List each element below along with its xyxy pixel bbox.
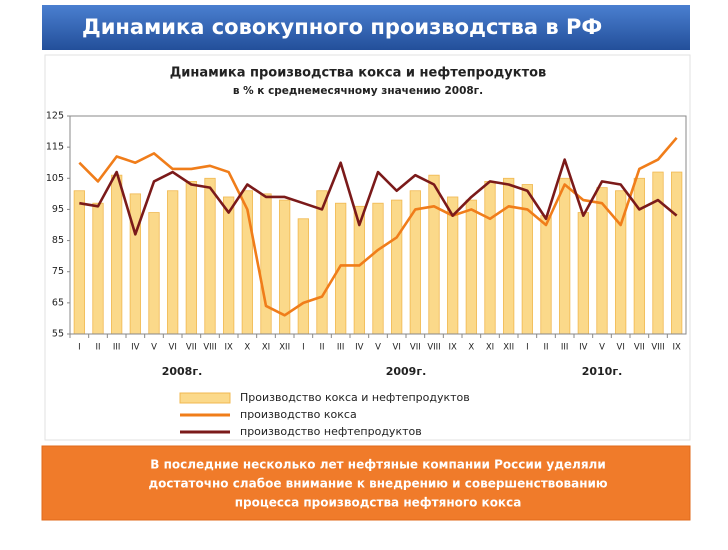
chart-subtitle: в % к среднемесячному значению 2008г. — [233, 85, 483, 97]
x-tick-label: IV — [355, 343, 364, 353]
x-tick-label: XI — [486, 343, 494, 353]
legend-label: Производство кокса и нефтепродуктов — [240, 391, 470, 404]
x-tick-label: VI — [393, 343, 401, 353]
bar — [260, 193, 272, 335]
bar — [148, 212, 160, 335]
bar — [596, 187, 608, 335]
bar — [503, 177, 515, 335]
x-tick-label: XII — [503, 343, 514, 353]
x-tick-label: I — [526, 343, 529, 353]
note-line: В последние несколько лет нефтяные компа… — [150, 458, 605, 472]
bar — [540, 215, 552, 335]
bar — [111, 174, 123, 335]
x-tick-label: IX — [224, 343, 233, 353]
x-tick-label: VIII — [203, 343, 216, 353]
y-tick-label: 125 — [46, 111, 64, 122]
bar — [223, 196, 235, 335]
x-tick-label: III — [113, 343, 121, 353]
x-tick-label: VI — [169, 343, 177, 353]
x-tick-label: III — [337, 343, 345, 353]
y-tick-label: 65 — [52, 297, 64, 308]
y-tick-label: 55 — [52, 329, 64, 340]
bar — [671, 171, 683, 335]
bar — [297, 218, 309, 335]
bar — [447, 196, 459, 335]
bar — [521, 184, 533, 335]
bar — [409, 190, 421, 335]
y-tick-label: 85 — [52, 235, 64, 246]
x-tick-label: V — [151, 343, 157, 353]
x-tick-label: III — [561, 343, 569, 353]
bar — [335, 202, 347, 335]
x-tick-label: X — [468, 343, 474, 353]
bar — [129, 193, 141, 335]
note-line: процесса производства нефтяного кокса — [235, 496, 522, 510]
x-tick-label: I — [302, 343, 305, 353]
bar — [428, 174, 440, 335]
note-box — [41, 445, 691, 521]
y-tick-label: 105 — [46, 173, 64, 184]
bar — [465, 199, 477, 335]
bar — [559, 177, 571, 335]
y-tick-label: 115 — [46, 142, 64, 153]
x-tick-label: VIII — [651, 343, 664, 353]
x-tick-label: II — [543, 343, 548, 353]
x-tick-label: IX — [672, 343, 681, 353]
x-tick-label: V — [375, 343, 381, 353]
bar — [167, 190, 179, 335]
bar — [204, 177, 216, 335]
x-tick-label: IV — [579, 343, 588, 353]
x-tick-label: VII — [634, 343, 645, 353]
note-line: достаточно слабое внимание к внедрению и… — [148, 477, 607, 491]
plot-frame — [69, 115, 687, 335]
x-tick-label: X — [244, 343, 250, 353]
x-tick-label: II — [95, 343, 100, 353]
x-tick-label: VII — [186, 343, 197, 353]
line — [79, 158, 678, 236]
bar — [577, 212, 589, 335]
title-banner — [42, 5, 690, 50]
legend-swatch — [179, 392, 231, 404]
bar — [372, 202, 384, 335]
bar — [484, 180, 496, 335]
x-tick-label: XII — [279, 343, 290, 353]
legend-label: производство кокса — [240, 408, 357, 421]
bar — [73, 190, 85, 335]
year-label: 2010г. — [582, 365, 623, 378]
x-tick-label: IX — [448, 343, 457, 353]
y-tick-label: 95 — [52, 204, 64, 215]
x-tick-label: I — [78, 343, 81, 353]
slide-title: Динамика совокупного производства в РФ — [82, 15, 602, 39]
bar — [185, 180, 197, 335]
bar — [391, 199, 403, 335]
legend-label: производство нефтепродуктов — [240, 425, 422, 438]
y-tick-label: 75 — [52, 266, 64, 277]
year-label: 2008г. — [162, 365, 203, 378]
x-tick-label: II — [319, 343, 324, 353]
x-tick-label: VI — [617, 343, 625, 353]
year-label: 2009г. — [386, 365, 427, 378]
x-tick-label: XI — [262, 343, 270, 353]
bar — [92, 202, 104, 335]
bar — [316, 190, 328, 335]
x-tick-label: VIII — [427, 343, 440, 353]
bar — [652, 171, 664, 335]
x-tick-label: IV — [131, 343, 140, 353]
bar — [633, 177, 645, 335]
x-tick-label: V — [599, 343, 605, 353]
chart-panel — [44, 54, 691, 441]
x-tick-label: VII — [410, 343, 421, 353]
chart-title: Динамика производства кокса и нефтепроду… — [170, 66, 547, 81]
